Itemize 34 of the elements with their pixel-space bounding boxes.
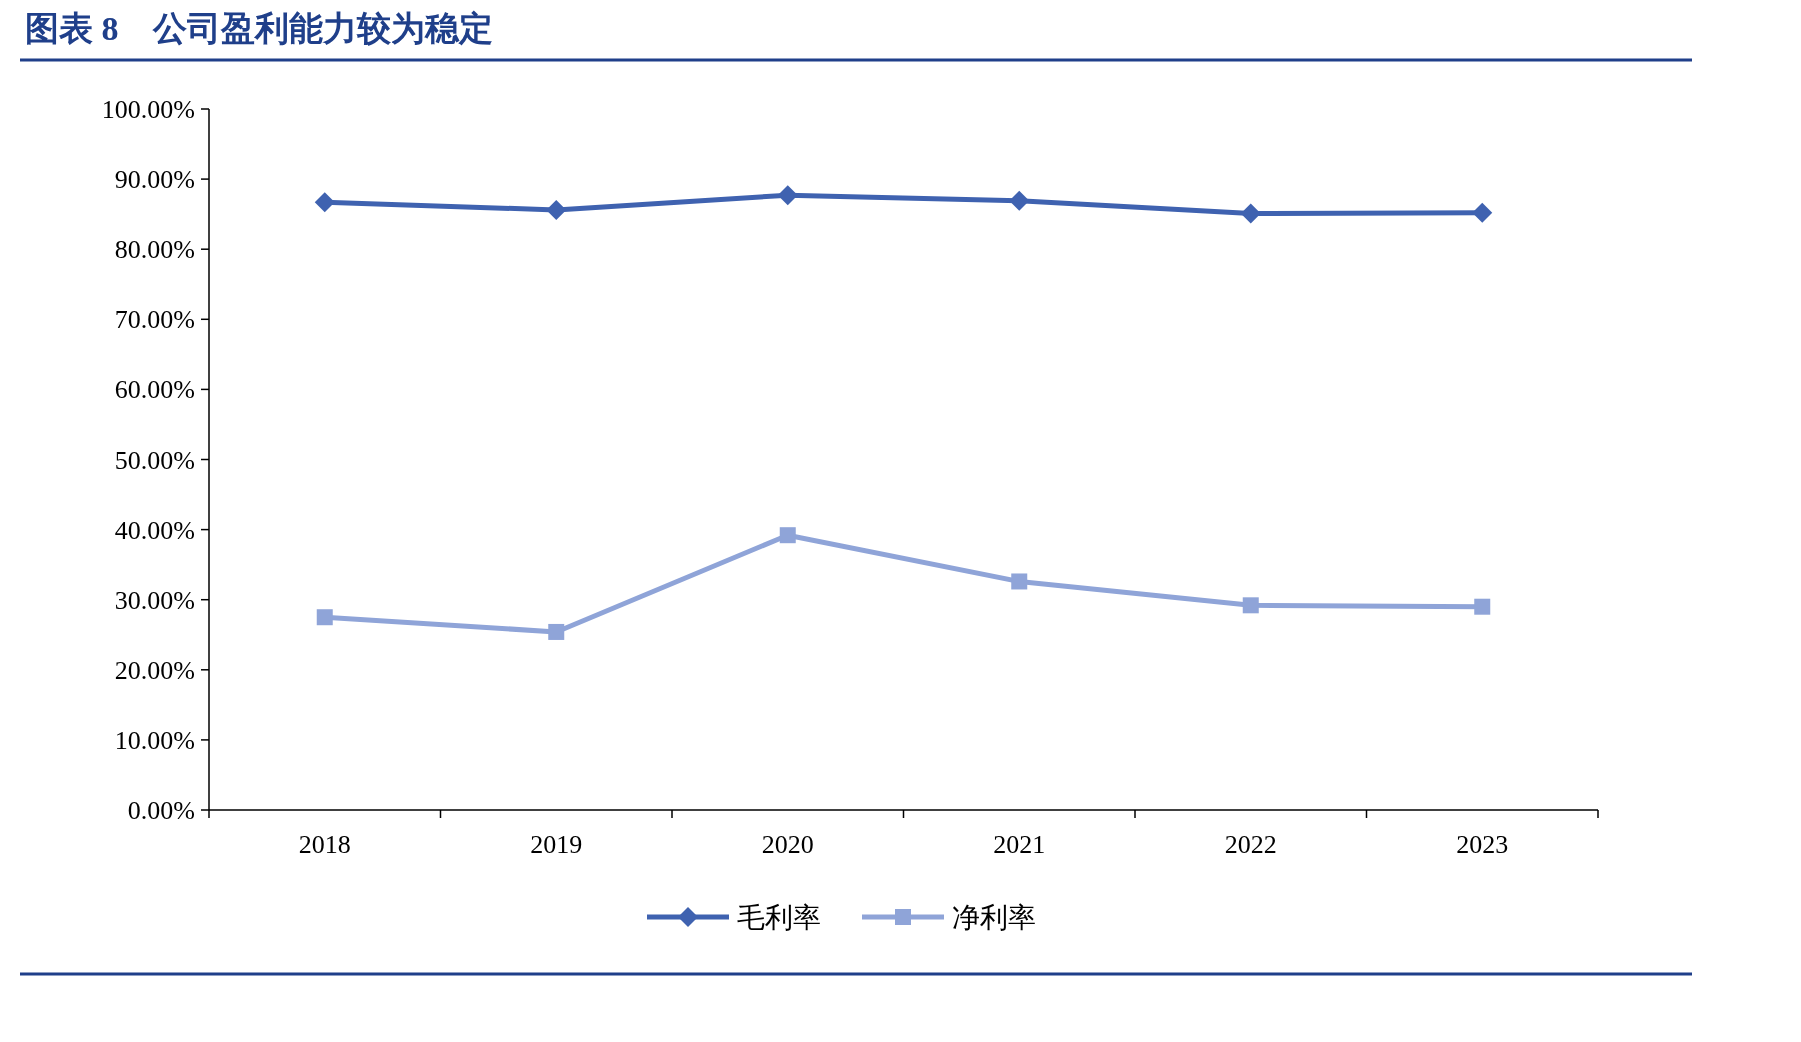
point [1242,597,1259,614]
y-tick-label: 30.00% [114,585,195,615]
y-tick-label: 100.00% [101,95,195,124]
point [777,185,798,206]
x-tick-label: 2023 [1456,830,1509,859]
legend-毛利率: 毛利率 [647,902,821,933]
y-tick-label: 80.00% [114,235,195,265]
y-tick-label: 50.00% [114,445,195,475]
y-tick-label: 20.00% [114,655,195,685]
point [546,199,567,220]
x-tick-label: 2022 [1224,830,1277,859]
y-tick-label: 90.00% [114,165,195,195]
chart-title: 图表 8 公司盈利能力较为稳定 [25,10,493,47]
point [1240,203,1261,224]
x-tick-label: 2020 [761,830,814,859]
y-tick-label: 40.00% [114,515,195,545]
x-tick-label: 2021 [993,830,1046,859]
point [779,527,796,544]
legend-label: 净利率 [952,902,1036,933]
y-tick-label: 10.00% [114,725,195,755]
legend-净利率: 净利率 [862,902,1036,933]
point [1009,190,1030,211]
x-tick-label: 2018 [298,830,351,859]
y-tick-label: 60.00% [114,375,195,405]
point [1474,598,1491,615]
legend-label: 毛利率 [737,902,821,933]
y-tick-label: 70.00% [114,305,195,335]
point [1472,202,1493,223]
point [548,623,565,640]
x-tick-label: 2019 [530,830,583,859]
point [316,609,333,626]
y-tick-label: 0.00% [127,796,195,825]
point [314,192,335,213]
point [1011,573,1028,590]
